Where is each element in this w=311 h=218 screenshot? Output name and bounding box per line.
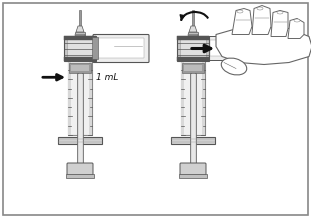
Bar bbox=[171, 137, 215, 144]
Bar bbox=[179, 174, 207, 178]
Bar bbox=[68, 61, 92, 135]
Bar bbox=[192, 73, 194, 164]
Bar bbox=[192, 10, 194, 26]
Polygon shape bbox=[271, 10, 288, 36]
Bar bbox=[58, 137, 102, 144]
Polygon shape bbox=[288, 19, 304, 39]
Ellipse shape bbox=[294, 19, 300, 22]
FancyBboxPatch shape bbox=[180, 163, 206, 175]
FancyBboxPatch shape bbox=[206, 36, 238, 61]
Bar bbox=[79, 10, 81, 26]
Bar bbox=[202, 61, 205, 135]
Bar bbox=[188, 34, 198, 36]
Text: 1 mL: 1 mL bbox=[96, 73, 118, 82]
Polygon shape bbox=[252, 5, 271, 34]
Bar bbox=[64, 57, 96, 61]
Bar bbox=[182, 63, 204, 73]
Bar bbox=[177, 36, 209, 61]
Bar bbox=[69, 63, 91, 73]
Bar bbox=[181, 61, 205, 135]
Bar bbox=[64, 36, 96, 61]
Bar bbox=[66, 174, 94, 178]
Bar bbox=[75, 32, 85, 36]
Bar bbox=[181, 61, 184, 135]
FancyBboxPatch shape bbox=[67, 163, 93, 175]
Ellipse shape bbox=[257, 7, 263, 10]
Bar bbox=[210, 41, 234, 56]
Bar bbox=[68, 61, 71, 135]
Bar bbox=[71, 65, 89, 71]
Bar bbox=[190, 73, 196, 164]
Bar bbox=[184, 65, 202, 71]
Bar bbox=[67, 39, 93, 58]
Polygon shape bbox=[216, 27, 311, 65]
Bar bbox=[180, 39, 206, 58]
Bar bbox=[75, 34, 85, 36]
Bar bbox=[78, 73, 81, 164]
Polygon shape bbox=[189, 26, 197, 32]
FancyBboxPatch shape bbox=[93, 34, 149, 63]
Bar bbox=[177, 36, 209, 40]
Polygon shape bbox=[232, 9, 252, 34]
Ellipse shape bbox=[277, 11, 283, 14]
Polygon shape bbox=[76, 26, 84, 32]
Bar bbox=[64, 36, 96, 40]
Bar bbox=[177, 57, 209, 61]
Ellipse shape bbox=[221, 58, 247, 75]
Bar bbox=[89, 61, 92, 135]
Ellipse shape bbox=[237, 10, 243, 13]
Bar bbox=[98, 39, 144, 58]
Bar bbox=[188, 32, 198, 36]
Bar bbox=[92, 37, 98, 60]
Bar bbox=[77, 73, 83, 164]
